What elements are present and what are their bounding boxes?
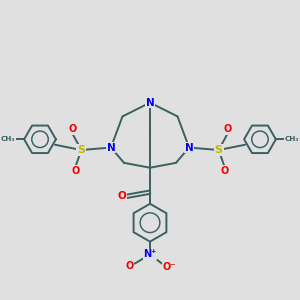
Text: N: N bbox=[185, 142, 194, 153]
Text: N: N bbox=[106, 142, 115, 153]
Text: CH₃: CH₃ bbox=[284, 136, 299, 142]
Text: O: O bbox=[220, 166, 228, 176]
Text: N⁺: N⁺ bbox=[143, 250, 157, 260]
Text: S: S bbox=[77, 145, 85, 155]
Text: O: O bbox=[72, 166, 80, 176]
Text: O⁻: O⁻ bbox=[163, 262, 176, 272]
Text: O: O bbox=[125, 261, 134, 271]
Text: CH₃: CH₃ bbox=[1, 136, 16, 142]
Text: O: O bbox=[223, 124, 231, 134]
Text: O: O bbox=[118, 191, 126, 201]
Text: O: O bbox=[69, 124, 77, 134]
Text: S: S bbox=[215, 145, 223, 155]
Text: N: N bbox=[146, 98, 154, 108]
